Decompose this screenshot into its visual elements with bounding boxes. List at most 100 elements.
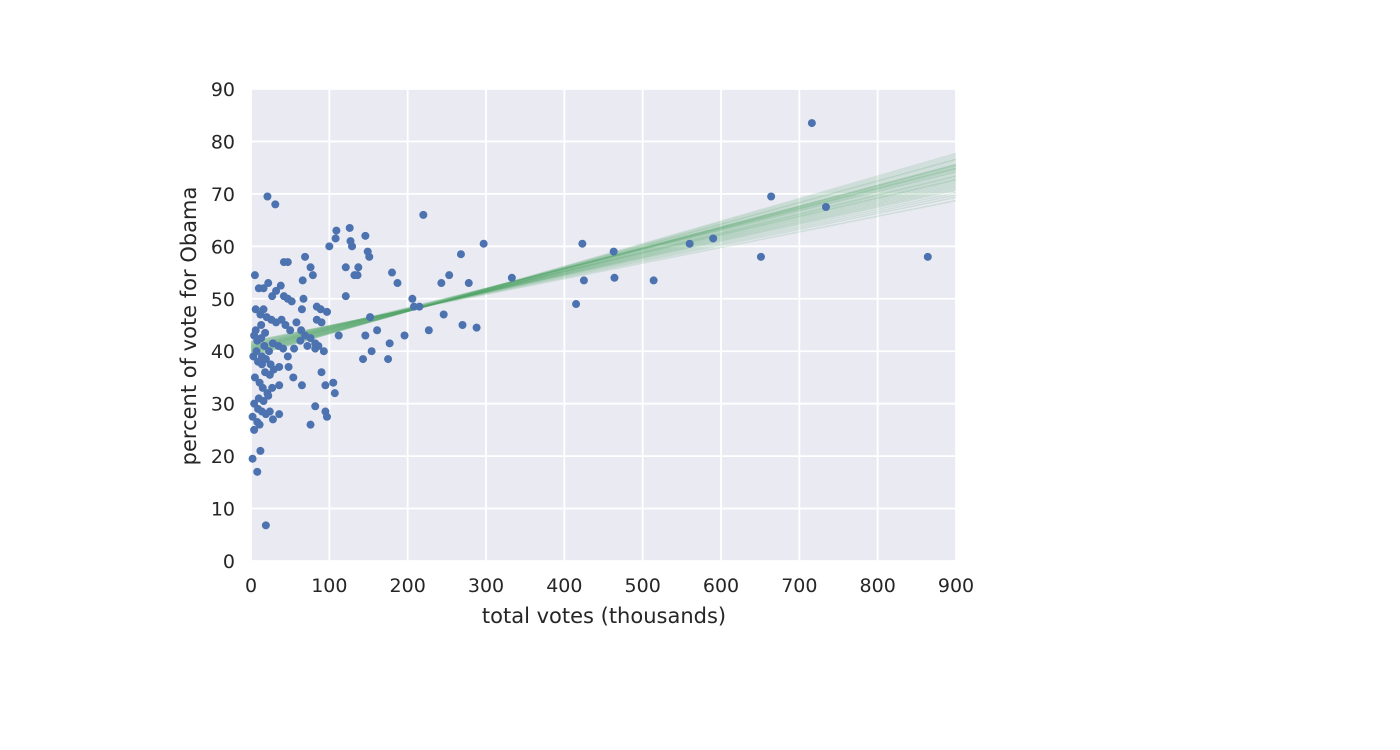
data-point bbox=[361, 231, 370, 240]
plot-background bbox=[251, 89, 956, 561]
data-point bbox=[332, 226, 341, 235]
data-point bbox=[284, 362, 293, 371]
data-point bbox=[322, 307, 331, 316]
y-tick-label: 50 bbox=[211, 289, 235, 311]
data-point bbox=[419, 210, 428, 219]
data-point bbox=[261, 521, 270, 530]
data-point bbox=[251, 305, 260, 314]
x-axis-label: total votes (thousands) bbox=[482, 604, 726, 628]
data-point bbox=[271, 200, 280, 209]
x-tick-label: 700 bbox=[781, 575, 817, 597]
grid bbox=[250, 88, 957, 562]
data-point bbox=[408, 294, 417, 303]
data-point bbox=[373, 326, 382, 335]
data-point bbox=[472, 323, 481, 332]
regression-line bbox=[250, 152, 957, 358]
data-point bbox=[424, 326, 433, 335]
data-point bbox=[321, 381, 330, 390]
y-tick-label: 90 bbox=[211, 79, 235, 101]
data-point bbox=[329, 378, 338, 387]
y-tick-label: 40 bbox=[211, 341, 235, 363]
data-point bbox=[767, 192, 776, 201]
data-point bbox=[289, 373, 298, 382]
data-point bbox=[367, 347, 376, 356]
regression-line bbox=[250, 161, 957, 355]
data-point bbox=[297, 305, 306, 314]
data-point bbox=[384, 355, 393, 364]
x-tick-label: 100 bbox=[311, 575, 347, 597]
data-point bbox=[400, 331, 409, 340]
data-point bbox=[572, 300, 581, 309]
data-point bbox=[279, 344, 288, 353]
data-point bbox=[385, 339, 394, 348]
data-point bbox=[365, 252, 374, 261]
data-point bbox=[306, 420, 315, 429]
data-point bbox=[923, 252, 932, 261]
data-point bbox=[311, 402, 320, 411]
data-point bbox=[709, 234, 718, 243]
data-point bbox=[464, 279, 473, 288]
data-point bbox=[354, 263, 363, 272]
data-point bbox=[251, 326, 260, 335]
data-point bbox=[299, 294, 308, 303]
data-point bbox=[253, 467, 262, 476]
data-point bbox=[261, 355, 270, 364]
regression-line bbox=[250, 166, 957, 353]
x-tick-labels: 0 100 200 300 400 500 600 700 800 900 bbox=[245, 575, 974, 597]
x-tick-label: 400 bbox=[546, 575, 582, 597]
regression-line bbox=[250, 158, 957, 356]
data-point bbox=[258, 383, 267, 392]
data-point bbox=[325, 242, 334, 251]
data-point bbox=[268, 383, 277, 392]
data-point bbox=[263, 192, 272, 201]
data-point bbox=[265, 347, 274, 356]
data-point bbox=[507, 273, 516, 282]
data-point bbox=[609, 247, 618, 256]
data-point bbox=[276, 281, 285, 290]
data-point bbox=[322, 412, 331, 421]
data-point bbox=[264, 391, 273, 400]
data-point bbox=[264, 279, 273, 288]
data-point bbox=[353, 271, 362, 280]
data-point bbox=[821, 203, 830, 211]
data-point bbox=[292, 318, 301, 327]
data-point bbox=[296, 336, 305, 345]
data-point bbox=[275, 362, 284, 371]
data-point bbox=[807, 119, 816, 128]
data-point bbox=[306, 334, 315, 343]
data-point bbox=[257, 321, 266, 329]
regression-line bbox=[250, 169, 957, 352]
data-point bbox=[317, 368, 326, 377]
x-tick-label: 300 bbox=[468, 575, 504, 597]
data-point bbox=[409, 302, 418, 311]
data-point bbox=[756, 252, 765, 261]
data-point bbox=[341, 292, 350, 301]
data-point bbox=[259, 397, 268, 406]
data-point bbox=[308, 271, 317, 280]
data-point bbox=[303, 341, 312, 350]
data-point bbox=[260, 341, 269, 350]
data-point bbox=[361, 331, 370, 340]
data-point bbox=[415, 302, 424, 311]
data-point bbox=[265, 407, 274, 416]
y-tick-label: 0 bbox=[223, 551, 235, 573]
data-point bbox=[248, 412, 257, 421]
data-point bbox=[256, 446, 265, 455]
y-tick-label: 10 bbox=[211, 499, 235, 521]
data-point bbox=[610, 273, 619, 282]
y-tick-label: 80 bbox=[211, 131, 235, 153]
data-point bbox=[341, 263, 350, 272]
data-point bbox=[252, 347, 261, 356]
data-point bbox=[649, 276, 658, 285]
data-point bbox=[248, 454, 257, 463]
data-point bbox=[290, 344, 299, 353]
regression-line bbox=[250, 163, 957, 355]
data-point bbox=[259, 305, 268, 314]
data-point bbox=[445, 271, 454, 280]
data-point bbox=[388, 268, 396, 277]
x-tick-label: 0 bbox=[245, 575, 257, 597]
data-point bbox=[311, 344, 320, 353]
data-point bbox=[250, 425, 259, 434]
data-point bbox=[345, 223, 354, 232]
